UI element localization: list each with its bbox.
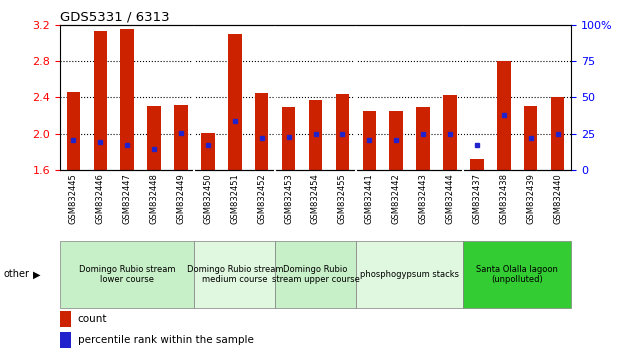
Text: GSM832451: GSM832451 [230,173,239,224]
Bar [60,241,194,308]
Text: GSM832454: GSM832454 [311,173,320,224]
Text: GSM832447: GSM832447 [122,173,132,224]
Bar [67,92,80,170]
Bar [470,159,483,170]
Bar [363,111,376,170]
Text: Santa Olalla lagoon
(unpolluted): Santa Olalla lagoon (unpolluted) [476,265,558,284]
Text: GSM832453: GSM832453 [284,173,293,224]
Text: GSM832440: GSM832440 [553,173,562,224]
Bar [60,311,71,327]
Text: GDS5331 / 6313: GDS5331 / 6313 [60,11,170,24]
Text: percentile rank within the sample: percentile rank within the sample [78,335,254,345]
Text: GSM832442: GSM832442 [392,173,401,224]
Bar [148,105,161,170]
Bar [194,241,275,308]
Bar [309,100,322,170]
Bar [282,107,295,170]
Text: GSM832445: GSM832445 [69,173,78,224]
Text: GSM832439: GSM832439 [526,173,535,224]
Bar [121,29,134,170]
Bar [356,241,463,308]
Bar [275,241,356,308]
Bar [551,97,564,170]
Text: GSM832437: GSM832437 [473,173,481,224]
Bar [201,133,215,170]
Text: Domingo Rubio stream
medium course: Domingo Rubio stream medium course [187,265,283,284]
Text: GSM832450: GSM832450 [203,173,213,224]
Bar [416,107,430,170]
Bar [228,34,242,170]
Text: GSM832452: GSM832452 [257,173,266,224]
Text: GSM832443: GSM832443 [418,173,428,224]
Text: GSM832441: GSM832441 [365,173,374,224]
Bar [524,105,538,170]
Bar [497,61,510,170]
Text: Domingo Rubio stream
lower course: Domingo Rubio stream lower course [79,265,175,284]
Bar [389,111,403,170]
Bar [444,95,457,170]
Bar [463,241,571,308]
Bar [60,332,71,348]
Text: GSM832449: GSM832449 [177,173,186,224]
Text: GSM832448: GSM832448 [150,173,158,224]
Text: GSM832446: GSM832446 [96,173,105,224]
Text: Domingo Rubio
stream upper course: Domingo Rubio stream upper course [271,265,360,284]
Bar [255,93,268,170]
Text: GSM832444: GSM832444 [445,173,454,224]
Text: count: count [78,314,107,324]
Bar [174,105,188,170]
Text: other: other [3,269,29,279]
Text: GSM832438: GSM832438 [499,173,509,224]
Text: GSM832455: GSM832455 [338,173,347,224]
Bar [336,94,349,170]
Bar [93,31,107,170]
Text: phosphogypsum stacks: phosphogypsum stacks [360,270,459,279]
Text: ▶: ▶ [33,269,40,279]
